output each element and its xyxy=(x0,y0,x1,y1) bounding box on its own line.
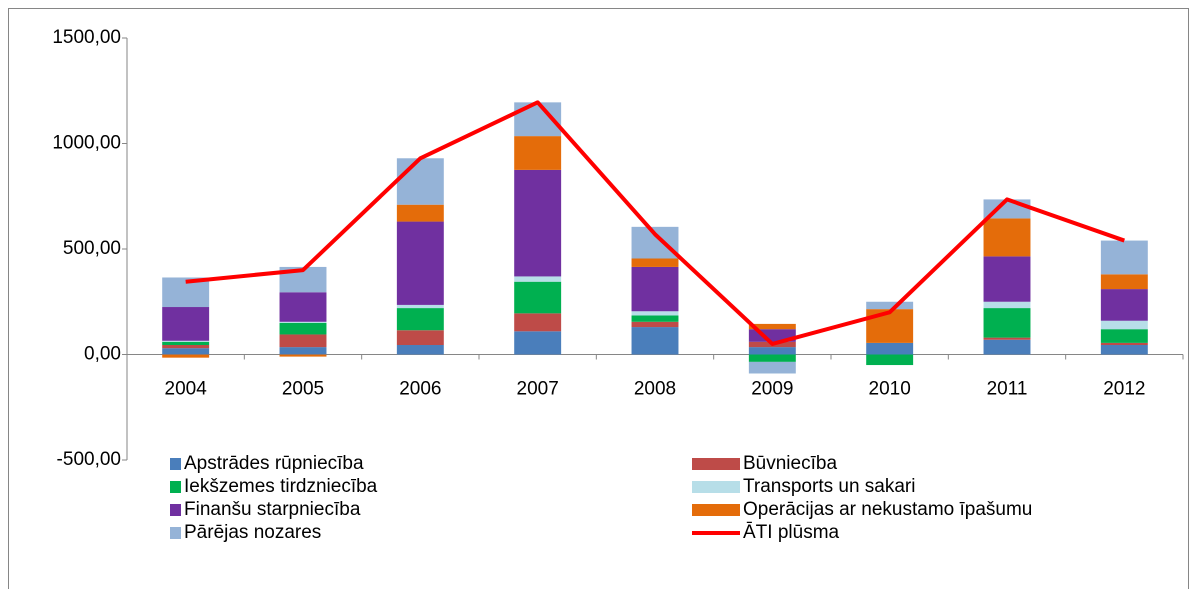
bar-segment xyxy=(631,311,679,316)
y-tick-label: 1500,00 xyxy=(52,27,121,48)
bar-segment xyxy=(866,342,914,355)
legend-label: Būvniecība xyxy=(743,453,837,474)
bar-segment xyxy=(631,258,679,267)
bar-segment xyxy=(396,330,444,346)
bar-segment xyxy=(1100,289,1148,321)
bar-segment xyxy=(983,301,1031,309)
x-tick-label: 2007 xyxy=(517,379,559,400)
x-tick-label: 2012 xyxy=(1103,379,1145,400)
bar-segment xyxy=(983,337,1031,340)
bar-segment xyxy=(631,266,679,312)
x-tick-label: 2008 xyxy=(634,379,676,400)
bar-segment xyxy=(983,218,1031,257)
bar-segment xyxy=(1100,274,1148,290)
bar-segment xyxy=(983,339,1031,355)
x-tick-label: 2010 xyxy=(869,379,911,400)
bar-segment xyxy=(162,348,210,355)
bar-segment xyxy=(748,323,796,330)
bar-segment xyxy=(514,313,562,332)
bar-segment xyxy=(514,281,562,314)
bar-segment xyxy=(396,304,444,309)
legend-swatch xyxy=(170,458,181,470)
legend-label: Operācijas ar nekustamo īpašumu xyxy=(743,499,1032,520)
legend-swatch xyxy=(170,481,181,493)
bar-segment xyxy=(162,354,210,358)
bar-segment xyxy=(162,340,210,342)
bar-segment xyxy=(983,308,1031,338)
bar-segment xyxy=(279,292,327,322)
bar-segment xyxy=(631,321,679,328)
y-tick-label: -500,00 xyxy=(57,449,121,470)
bar-segment xyxy=(748,347,796,355)
legend-label: Finanšu starpniecība xyxy=(184,499,361,520)
bar-segment xyxy=(396,158,444,205)
legend-label: ĀTI plūsma xyxy=(743,522,840,543)
bar-segment xyxy=(1100,329,1148,343)
x-tick-label: 2005 xyxy=(282,379,324,400)
y-tick-label: 1000,00 xyxy=(52,133,121,154)
bar-segment xyxy=(748,361,796,374)
legend-label: Apstrādes rūpniecība xyxy=(184,453,364,474)
bar-segment xyxy=(514,331,562,355)
x-tick-label: 2011 xyxy=(987,379,1028,400)
legend-swatch xyxy=(170,504,181,516)
legend-swatch xyxy=(170,527,181,539)
bar-segment xyxy=(866,354,914,366)
y-tick-label: 500,00 xyxy=(63,238,121,259)
bar-segment xyxy=(162,345,210,349)
bar-segment xyxy=(396,345,444,355)
x-tick-label: 2009 xyxy=(751,379,793,400)
bar-segment xyxy=(279,347,327,355)
bar-segment xyxy=(162,277,210,308)
bar-segment xyxy=(1100,240,1148,275)
bar-segment xyxy=(396,221,444,305)
bar-segment xyxy=(631,327,679,355)
legend-swatch xyxy=(692,504,740,516)
bar-segment xyxy=(1100,320,1148,330)
x-tick-label: 2006 xyxy=(399,379,441,400)
bar-segment xyxy=(162,341,210,346)
bar-segment xyxy=(396,204,444,222)
bar-segment xyxy=(162,307,210,341)
legend-label: Transports un sakari xyxy=(743,476,915,497)
bar-segment xyxy=(748,354,796,362)
legend-label: Iekšzemes tirdzniecība xyxy=(184,476,378,497)
bar-segment xyxy=(514,136,562,170)
bar-segment xyxy=(396,308,444,331)
y-tick-label: 0,00 xyxy=(84,344,121,365)
bar-segment xyxy=(279,334,327,348)
line-series xyxy=(185,100,1125,346)
legend-swatch xyxy=(692,458,740,470)
bar-segment xyxy=(279,354,327,357)
legend-label: Pārējas nozares xyxy=(184,522,321,543)
legend-swatch xyxy=(692,481,740,493)
bar-segment xyxy=(631,315,679,322)
bar-segment xyxy=(279,322,327,335)
bar-segment xyxy=(866,301,914,310)
bar-segment xyxy=(514,169,562,277)
bar-segment xyxy=(279,321,327,323)
bar-segment xyxy=(1100,342,1148,346)
bar-segment xyxy=(514,276,562,282)
bar-segment xyxy=(1100,345,1148,355)
bar-segment xyxy=(983,256,1031,302)
x-tick-label: 2004 xyxy=(165,379,208,400)
